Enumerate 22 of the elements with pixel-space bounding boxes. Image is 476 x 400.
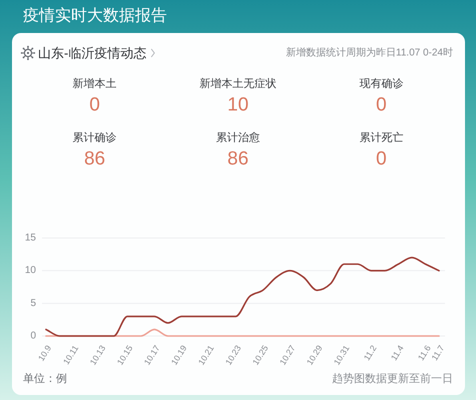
data-label: 0 — [376, 94, 387, 116]
data-label: 86 — [227, 148, 249, 170]
category-label: 新增本土 — [72, 77, 117, 90]
category-label: 新增本土无症状 — [200, 77, 276, 90]
data-label: 86 — [84, 148, 106, 170]
text: 山东-临沂疫情动态 — [38, 46, 146, 60]
data-label: 0 — [376, 148, 387, 170]
text: 疫情实时大数据报告 — [23, 6, 167, 24]
text: 新增数据统计周期为昨日11.07 0-24时 — [286, 46, 453, 58]
category-label: 累计确诊 — [72, 131, 117, 144]
category-label: 累计治愈 — [216, 131, 260, 144]
data-label: 10 — [227, 94, 249, 116]
y-tick-label: 0 — [30, 330, 36, 342]
text: 趋势图数据更新至前一日 — [332, 372, 453, 385]
data-label: 0 — [89, 94, 100, 116]
text: 单位：例 — [23, 372, 67, 385]
y-tick-label: 10 — [24, 265, 36, 276]
line-series — [45, 256, 440, 337]
category-label: 累计死亡 — [359, 131, 404, 144]
category-label: 现有确诊 — [359, 78, 404, 90]
y-tick-label: 5 — [30, 298, 36, 309]
y-tick-label: 15 — [24, 232, 36, 244]
